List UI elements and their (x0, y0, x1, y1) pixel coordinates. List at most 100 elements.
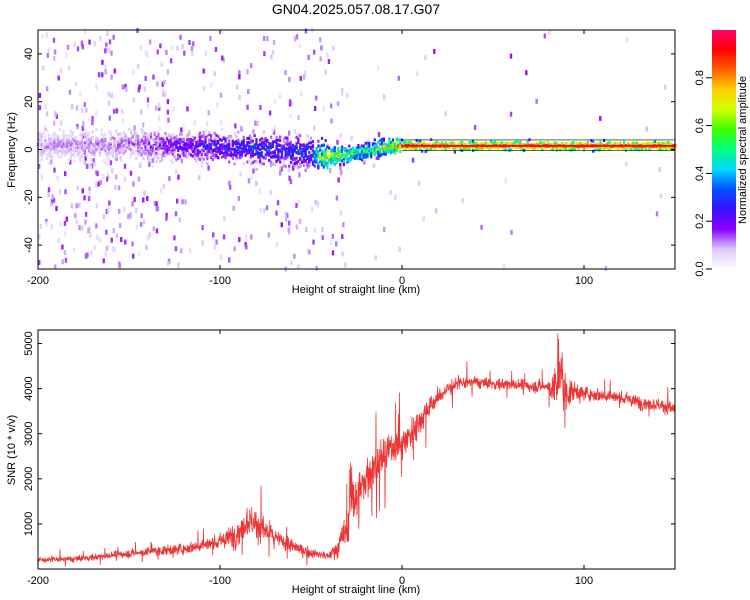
spectrogram-cell (293, 149, 296, 153)
spectrogram-cell (113, 156, 116, 160)
spectrogram-cell (97, 140, 100, 144)
spectrogram-cell (53, 140, 56, 144)
spectrogram-cell (375, 145, 378, 149)
spectrogram-cell (102, 144, 105, 148)
spectrogram-cell (340, 147, 344, 151)
spectrogram-cell (453, 142, 456, 146)
spectrogram-cell (288, 99, 292, 105)
spectrogram-cell (322, 162, 325, 166)
spectrogram-cell (47, 140, 51, 144)
spectrogram-cell (319, 160, 322, 164)
spectrogram-cell (397, 146, 400, 150)
spectrogram-cell (73, 148, 76, 152)
spectrogram-cell (45, 221, 48, 227)
spectrogram-cell (502, 263, 506, 269)
spectrogram-cell (93, 153, 96, 157)
spectrogram-cell (231, 153, 234, 157)
spectrogram-cell (584, 143, 588, 147)
spectrogram-cell (140, 213, 143, 219)
spectrogram-cell (200, 156, 203, 160)
spectrogram-cell (107, 131, 111, 135)
spectrogram-cell (304, 154, 307, 158)
spectrogram-cell (330, 155, 333, 159)
spectrogram-cell (451, 146, 455, 150)
spectrogram-cell (75, 141, 78, 145)
spectrogram-cell (262, 146, 265, 150)
spectrogram-cell (182, 124, 185, 128)
spectrogram-cell (615, 142, 618, 146)
spectrogram-cell (155, 228, 159, 234)
spectrogram-cell (311, 151, 315, 155)
spectrogram-cell (266, 150, 269, 154)
spectrogram-cell (337, 177, 340, 183)
spectrogram-cell (51, 134, 54, 138)
spectrogram-cell (202, 68, 205, 74)
spectrogram-cell (484, 141, 487, 145)
spectrogram-cell (78, 151, 82, 155)
spectrogram-cell (535, 143, 538, 147)
spectrogram-cell (95, 138, 98, 142)
spectrogram-cell (260, 143, 264, 147)
y-tick-label: 20 (23, 96, 35, 108)
spectrogram-cell (53, 132, 56, 136)
spectrogram-cell (284, 70, 287, 76)
spectrogram-cell (630, 148, 633, 152)
spectrogram-cell (275, 210, 278, 216)
spectrogram-cell (262, 35, 266, 41)
spectrogram-cell (180, 248, 183, 254)
spectrogram-cell (273, 99, 277, 105)
spectrogram-cell (193, 139, 196, 143)
spectrogram-cell (155, 135, 158, 139)
spectrogram-cell (162, 137, 165, 141)
spectrogram-cell (346, 151, 349, 155)
spectrogram-cell (313, 159, 316, 163)
spectrogram-cell (95, 110, 98, 116)
spectrogram-cell (213, 244, 216, 250)
spectrogram-cell (300, 151, 304, 155)
spectrogram-cell (180, 151, 183, 155)
spectrogram-cell (158, 146, 162, 150)
spectrogram-cell (272, 129, 276, 135)
spectrogram-cell (390, 150, 393, 154)
colorbar: 0.00.20.40.60.8 Normalized spectral ampl… (694, 30, 749, 277)
spectrogram-cell (351, 146, 355, 150)
spectrogram-cell (104, 140, 107, 144)
spectrogram-cell (233, 153, 236, 157)
spectrogram-cell (260, 141, 264, 145)
spectrogram-cell (376, 65, 380, 71)
spectrogram-cell (88, 39, 91, 45)
spectrogram-cell (271, 150, 274, 154)
spectrogram-cell (137, 144, 140, 148)
spectrogram-cell (51, 145, 54, 149)
spectrogram-cell (342, 147, 345, 151)
spectrogram-cell (168, 146, 171, 150)
spectrogram-cell (250, 174, 253, 180)
spectrogram-cell (240, 147, 244, 151)
spectrogram-cell (64, 153, 67, 157)
spectrogram-cell (160, 140, 163, 144)
spectrogram-cell (317, 152, 320, 156)
spectrogram-cell (335, 154, 338, 158)
spectrogram-cell (87, 145, 91, 149)
spectrogram-cell (89, 149, 92, 153)
spectrogram-cell (44, 104, 48, 110)
spectrogram-cell (162, 183, 166, 189)
spectrogram-cell (57, 141, 60, 145)
spectrogram-cell (322, 153, 325, 157)
spectrogram-cell (262, 143, 265, 147)
spectrogram-cell (135, 148, 138, 152)
spectrogram-cell (333, 149, 336, 153)
spectrogram-cell (209, 138, 213, 142)
spectrogram-cell (71, 148, 74, 152)
spectrogram-cell (613, 141, 617, 145)
spectrogram-cell (118, 137, 122, 141)
spectrogram-cell (160, 144, 163, 148)
spectrogram-cell (105, 245, 109, 251)
spectrogram-cell (504, 178, 507, 184)
spectrogram-cell (47, 145, 51, 149)
spectrogram-cell (324, 163, 327, 167)
spectrogram-cell (47, 47, 51, 53)
spectrogram-cell (152, 226, 155, 232)
spectrogram-cell (110, 93, 113, 99)
spectrogram-cell (366, 145, 369, 149)
